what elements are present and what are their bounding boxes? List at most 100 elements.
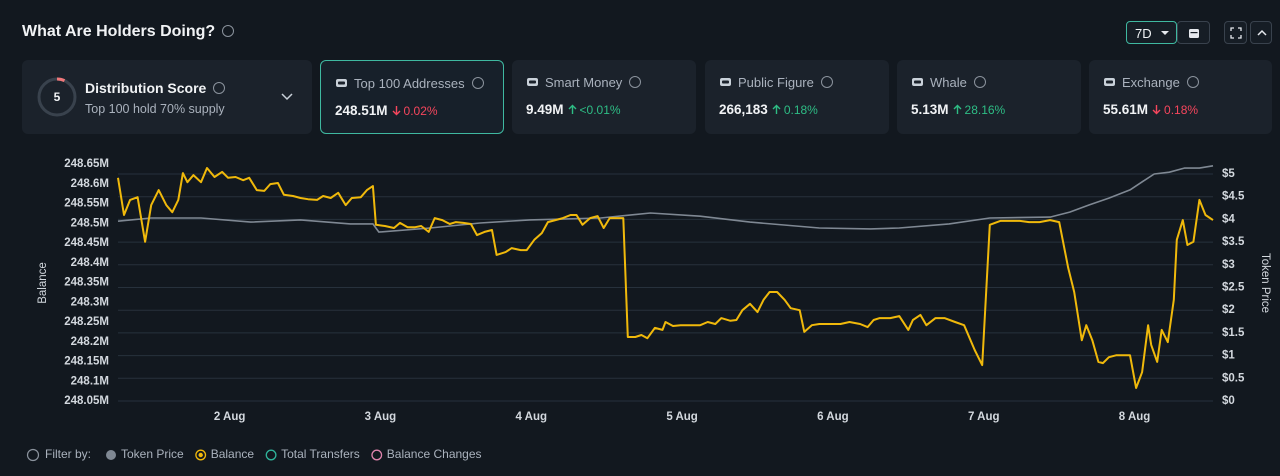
card-value-text: 5.13M — [911, 102, 949, 117]
y2-tick-label: $2 — [1222, 304, 1235, 316]
y-tick-label: 248.35M — [64, 277, 109, 289]
x-tick-label: 8 Aug — [1119, 411, 1151, 423]
arrow-down — [1152, 105, 1161, 115]
y-tick-label: 248.1M — [71, 375, 109, 387]
y2-tick-label: $0 — [1222, 395, 1235, 407]
y2-axis-title: Token Price — [1259, 253, 1271, 313]
x-tick-label: 4 Aug — [515, 411, 547, 423]
card-change-text: 28.16% — [964, 103, 1006, 117]
card-value: 55.61M 0.18% — [1103, 102, 1198, 117]
collapse-button[interactable] — [1250, 21, 1272, 44]
info-icon[interactable] — [213, 82, 226, 94]
calendar-button[interactable] — [1177, 21, 1210, 44]
legend-marker — [195, 449, 207, 461]
chevron-down[interactable] — [281, 93, 293, 101]
info-icon[interactable] — [1186, 76, 1199, 88]
x-tick-label: 3 Aug — [365, 411, 397, 423]
section-title: What Are Holders Doing? — [22, 23, 235, 41]
legend-marker — [265, 449, 277, 461]
range-label: 7D — [1135, 26, 1152, 41]
card-change-text: 0.18% — [783, 103, 818, 117]
score-title-text: Distribution Score — [85, 80, 207, 96]
range-dropdown[interactable]: 7D — [1126, 21, 1177, 44]
metric-card[interactable]: Exchange 55.61M 0.18% — [1089, 60, 1272, 134]
y-tick-label: 248.45M — [64, 237, 109, 249]
metric-card[interactable]: Public Figure 266,183 0.18% — [705, 60, 889, 134]
legend-label[interactable]: Balance — [211, 447, 255, 461]
score-title: Distribution Score — [85, 80, 226, 96]
card-change: 28.16% — [953, 103, 1006, 117]
info-icon[interactable] — [26, 448, 40, 462]
y-tick-label: 248.65M — [64, 158, 109, 170]
info-icon[interactable] — [471, 77, 484, 89]
card-label-text: Smart Money — [545, 75, 623, 90]
y2-tick-label: $3 — [1222, 259, 1235, 271]
metric-card[interactable]: Smart Money 9.49M <0.01% — [512, 60, 696, 134]
y-tick-label: 248.55M — [64, 198, 109, 210]
y2-tick-label: $5 — [1222, 168, 1235, 180]
arrow-up — [953, 104, 962, 114]
calendar-icon — [1189, 29, 1199, 38]
card-label: Exchange — [1122, 75, 1199, 90]
legend-marker — [371, 449, 383, 461]
card-label-text: Public Figure — [738, 75, 814, 90]
card-change: 0.18% — [1152, 103, 1198, 117]
y2-tick-label: $3.5 — [1222, 236, 1245, 248]
y-tick-label: 248.25M — [64, 316, 109, 328]
y-tick-label: 248.2M — [71, 336, 109, 348]
card-label-text: Exchange — [1122, 75, 1180, 90]
y2-tick-label: $1.5 — [1222, 327, 1245, 339]
y-tick-label: 248.05M — [64, 395, 109, 407]
card-change-text: <0.01% — [579, 103, 621, 117]
arrow-down — [392, 106, 401, 116]
card-icon — [720, 78, 731, 86]
info-icon[interactable] — [222, 25, 235, 37]
score-subtitle: Top 100 hold 70% supply — [85, 102, 225, 116]
metric-card[interactable]: Whale 5.13M 28.16% — [897, 60, 1081, 134]
card-change: <0.01% — [568, 103, 621, 117]
y-axis-title: Balance — [37, 262, 49, 304]
card-icon — [912, 78, 923, 86]
y2-tick-label: $2.5 — [1222, 282, 1245, 294]
dropdown-caret — [1161, 31, 1169, 35]
title-text: What Are Holders Doing? — [22, 23, 216, 40]
arrow-up — [568, 104, 577, 114]
info-icon[interactable] — [820, 76, 833, 88]
card-change-text: 0.02% — [403, 104, 438, 118]
card-value: 5.13M 28.16% — [911, 102, 1005, 117]
metric-card[interactable]: Top 100 Addresses 248.51M 0.02% — [320, 60, 504, 134]
card-label: Smart Money — [545, 75, 642, 90]
expand-icon — [1230, 27, 1242, 39]
legend-marker — [106, 450, 116, 460]
card-label-text: Whale — [930, 75, 967, 90]
card-change-text: 0.18% — [1164, 103, 1199, 117]
y2-tick-label: $0.5 — [1222, 372, 1245, 384]
y2-tick-label: $4 — [1222, 213, 1235, 225]
card-value-text: 266,183 — [719, 102, 768, 117]
y-tick-label: 248.5M — [71, 217, 109, 229]
card-label: Public Figure — [738, 75, 833, 90]
card-label: Top 100 Addresses — [354, 76, 484, 91]
card-label: Whale — [930, 75, 986, 90]
filter-label: Filter by: — [45, 447, 91, 461]
x-tick-label: 2 Aug — [214, 411, 246, 423]
y-tick-label: 248.4M — [71, 257, 109, 269]
y2-tick-label: $4.5 — [1222, 191, 1245, 203]
legend-label[interactable]: Balance Changes — [387, 447, 482, 461]
chart: Balance Token Price Filter by: $5 $4.5 $4 $… — [26, 158, 1271, 462]
card-value-text: 55.61M — [1103, 102, 1149, 117]
legend-label[interactable]: Total Transfers — [281, 447, 360, 461]
collapse-icon — [1257, 29, 1267, 36]
info-icon[interactable] — [973, 76, 986, 88]
info-icon[interactable] — [629, 76, 642, 88]
card-value-text: 248.51M — [335, 103, 388, 118]
legend-label[interactable]: Token Price — [121, 447, 184, 461]
arrow-up — [772, 104, 781, 114]
expand-button[interactable] — [1224, 21, 1247, 44]
card-label-text: Top 100 Addresses — [354, 76, 465, 91]
card-icon — [336, 79, 347, 87]
card-icon — [1104, 78, 1115, 86]
series-line — [117, 165, 1214, 233]
distribution-card[interactable]: 5 Distribution Score Top 100 hold 70% su… — [22, 60, 312, 134]
y-tick-label: 248.6M — [71, 178, 109, 190]
